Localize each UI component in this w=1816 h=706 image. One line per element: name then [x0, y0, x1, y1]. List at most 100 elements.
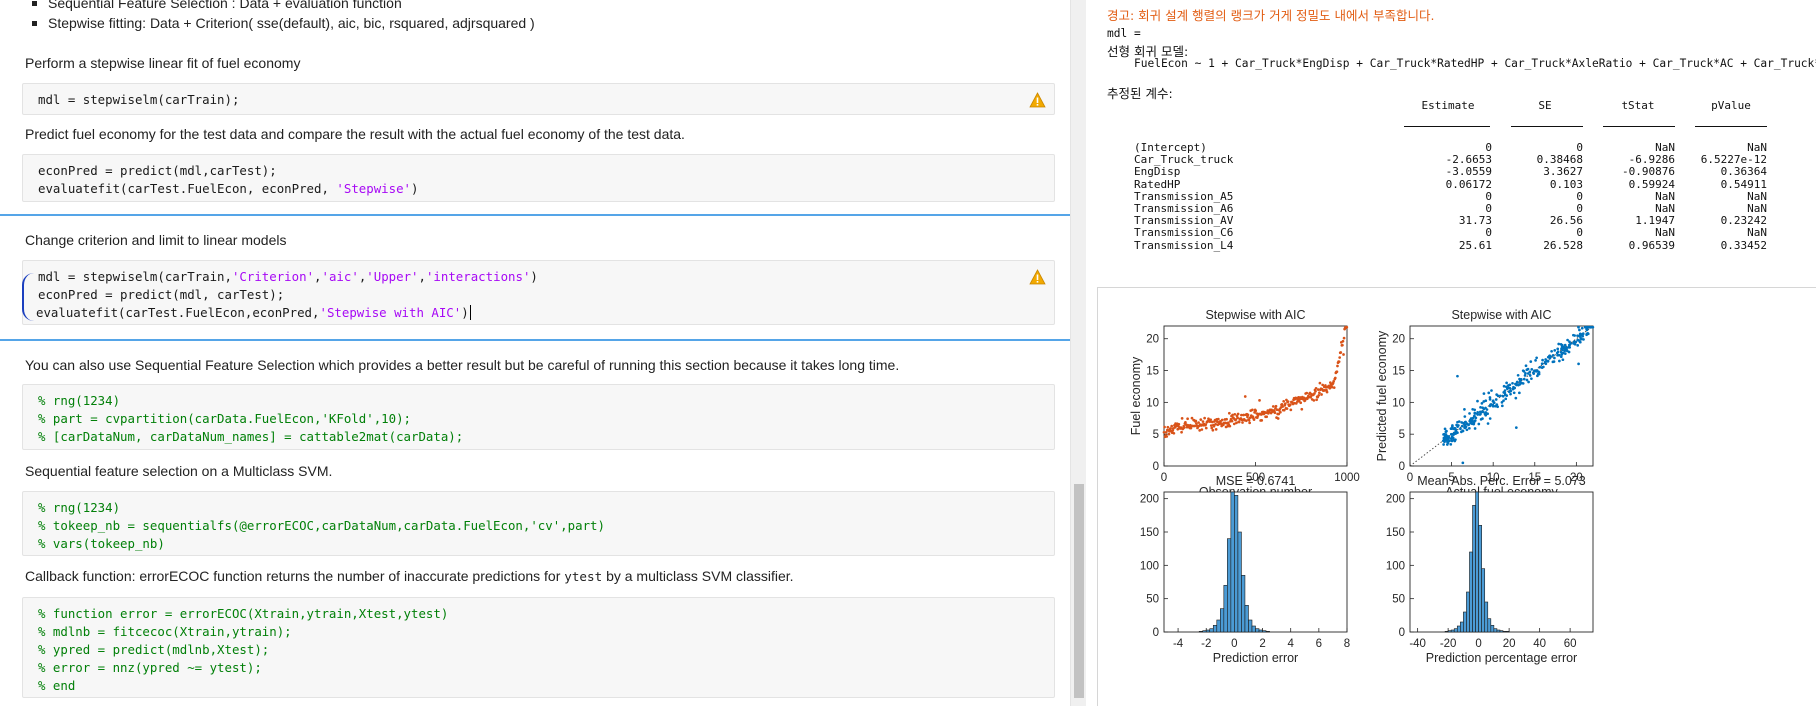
scatter-point: [1518, 383, 1522, 386]
x-axis-label: Prediction error: [1213, 651, 1298, 665]
code-comment-line[interactable]: % rng(1234): [38, 393, 121, 408]
scatter-point: [1442, 443, 1445, 446]
scatter-point: [1518, 391, 1521, 395]
code-text: ,: [418, 269, 426, 284]
code-comment-line[interactable]: % [carDataNum, carDataNum_names] = catta…: [38, 429, 464, 444]
histogram-bar: [1466, 591, 1470, 633]
code-string: 'Upper': [366, 269, 419, 284]
x-tick-label: 0: [1161, 472, 1167, 484]
code-text: ,: [358, 269, 367, 284]
histogram-bars: [1444, 491, 1510, 633]
histogram-bar: [1216, 619, 1221, 633]
scatter-point: [1318, 391, 1321, 395]
scatter-point: [1472, 422, 1476, 426]
code-line[interactable]: econPred = predict(mdl,carTest);: [38, 163, 277, 178]
histogram-bar: [1484, 601, 1489, 633]
code-comment-line[interactable]: % vars(tokeep_nb): [38, 536, 165, 551]
scatter-point: [1282, 399, 1286, 403]
code-line[interactable]: econPred = predict(mdl, carTest);: [38, 287, 285, 302]
output-pane[interactable]: 경고: 회귀 설계 행렬의 랭크가 거게 정밀도 내에서 부족합니다. mdl …: [1088, 0, 1816, 706]
code-block-predict[interactable]: econPred = predict(mdl,carTest); evaluat…: [22, 154, 1055, 202]
scatter-point: [1314, 386, 1318, 390]
code-block-stepwise-aic[interactable]: mdl = stepwiselm(carTrain,'Criterion','a…: [22, 260, 1055, 325]
coef-cell: 0: [1485, 141, 1492, 154]
code-string: 'interactions': [425, 269, 531, 284]
coef-cell: -2.6653: [1445, 153, 1492, 167]
coef-cell: 0: [1576, 141, 1583, 154]
scatter-point: [1528, 374, 1532, 377]
scatter-point: [1300, 407, 1304, 411]
scatter-point: [1503, 389, 1507, 392]
section-run-indicator[interactable]: [22, 273, 36, 321]
axes-title: Stepwise with AIC: [1205, 308, 1305, 322]
code-block-stepwiselm[interactable]: mdl = stepwiselm(carTrain);: [22, 83, 1055, 115]
y-tick-label: 15: [1146, 366, 1159, 378]
column-header-pvalue: pValue: [1711, 99, 1751, 112]
warning-icon[interactable]: [1029, 269, 1046, 285]
y-tick-label: 0: [1153, 461, 1159, 473]
scatter-point: [1330, 385, 1334, 389]
scatter-point: [1459, 427, 1462, 431]
scatter-point: [1180, 417, 1184, 420]
scatter-point: [1214, 428, 1218, 431]
code-comment-line[interactable]: % function error = errorECOC(Xtrain,ytra…: [38, 606, 449, 621]
scatter-point: [1194, 419, 1198, 423]
scatter-point: [1553, 349, 1557, 352]
scatter-point: [1479, 405, 1482, 409]
histogram-bar: [1475, 491, 1479, 633]
scatter-point: [1201, 420, 1205, 423]
scatter-point: [1275, 408, 1279, 412]
warning-icon[interactable]: [1029, 92, 1046, 108]
scatter-point: [1454, 438, 1457, 442]
scatter-point: [1286, 400, 1290, 403]
x-tick-label: 4: [1287, 638, 1294, 650]
scatter-point: [1237, 420, 1241, 424]
scatter-point: [1574, 340, 1578, 344]
code-comment-line[interactable]: % error = nnz(ypred ~= ytest);: [38, 660, 262, 675]
scatter-point: [1463, 415, 1467, 418]
scatter-point: [1509, 389, 1513, 393]
scatter-point: [1445, 443, 1449, 446]
scatter-point: [1577, 334, 1581, 338]
scatter-point: [1451, 424, 1454, 427]
code-block-sequentialfs[interactable]: % rng(1234) % tokeep_nb = sequentialfs(@…: [22, 491, 1055, 556]
code-block-errorecoc[interactable]: % function error = errorECOC(Xtrain,ytra…: [22, 597, 1055, 698]
code-block-cvpartition[interactable]: % rng(1234) % part = cvpartition(carData…: [22, 384, 1055, 450]
code-comment-line[interactable]: % rng(1234): [38, 500, 121, 515]
code-line[interactable]: mdl = stepwiselm(carTrain);: [38, 92, 240, 107]
coefficients-title: 추정된 계수:: [1107, 86, 1173, 101]
code-line[interactable]: evaluatefit(carTest.FuelEcon, econPred, …: [38, 181, 418, 196]
scatter-point: [1557, 342, 1561, 346]
scatter-point: [1525, 368, 1529, 372]
scatter-point: [1553, 356, 1556, 360]
scatter-point: [1252, 418, 1256, 422]
code-comment-line[interactable]: % ypred = predict(mdlnb,Xtest);: [38, 642, 270, 657]
scatter-point: [1576, 338, 1580, 342]
code-comment-line[interactable]: % end: [38, 678, 76, 693]
coef-cell: NaN: [1655, 226, 1675, 240]
editor-scrollbar[interactable]: [1070, 0, 1086, 706]
axes-box: [1409, 325, 1594, 467]
y-tick-label: 15: [1392, 366, 1405, 378]
live-editor-pane[interactable]: Sequential Feature Selection : Data + ev…: [0, 0, 1070, 706]
histogram-bar: [1202, 630, 1207, 633]
y-tick-label: 20: [1392, 334, 1405, 346]
axes-background: [1410, 492, 1593, 632]
scatter-point: [1339, 351, 1343, 354]
code-line[interactable]: mdl = stepwiselm(carTrain,'Criterion','a…: [38, 269, 538, 284]
column-header-se: SE: [1538, 99, 1552, 112]
scatter-point: [1246, 415, 1249, 419]
histogram-bar: [1255, 628, 1260, 633]
scatter-point: [1495, 404, 1499, 408]
scatter-point: [1488, 398, 1492, 401]
code-comment-line[interactable]: % tokeep_nb = sequentialfs(@errorECOC,ca…: [38, 518, 605, 533]
scrollbar-thumb[interactable]: [1074, 484, 1084, 698]
coef-cell: 26.528: [1543, 238, 1583, 252]
histogram-bar: [1444, 631, 1449, 633]
code-comment-line[interactable]: % mdlnb = fitcecoc(Xtrain,ytrain);: [38, 624, 292, 639]
code-line[interactable]: evaluatefit(carTest.FuelEcon,econPred,'S…: [36, 305, 471, 320]
x-tick-label: 20: [1503, 638, 1516, 650]
code-comment-line[interactable]: % part = cvpartition(carData.FuelEcon,'K…: [38, 411, 411, 426]
